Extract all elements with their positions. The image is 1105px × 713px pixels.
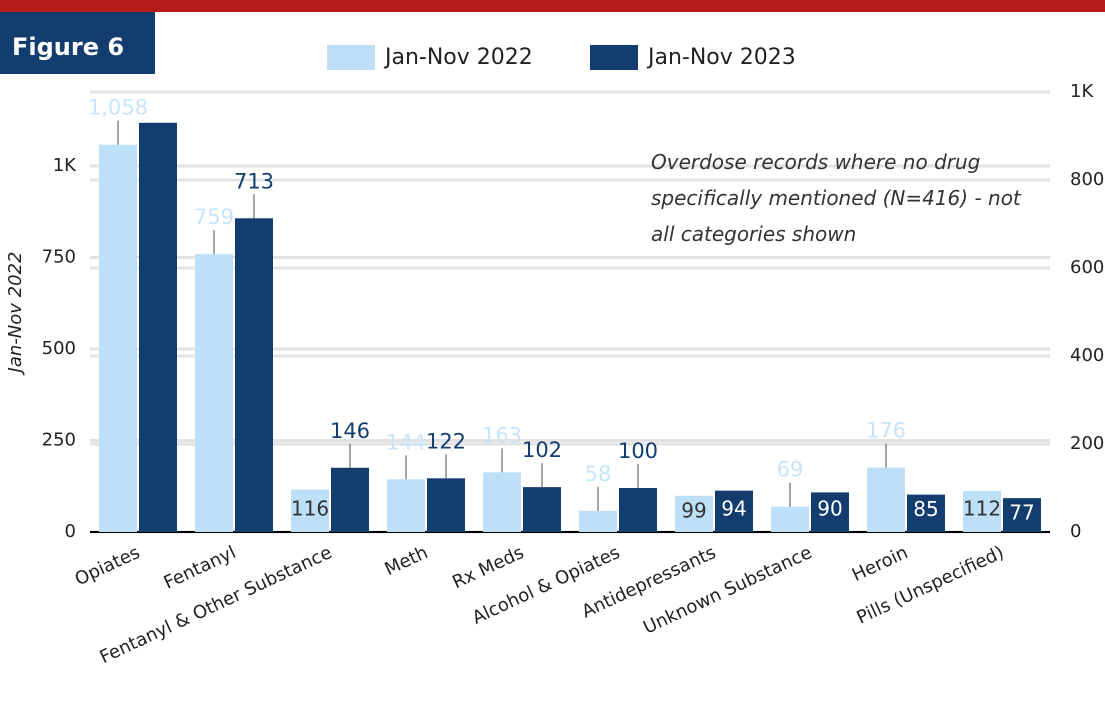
value-label: 90: [817, 497, 842, 521]
value-label: 759: [194, 205, 234, 229]
value-label: 94: [721, 497, 746, 521]
bar: [715, 490, 753, 532]
y2-tick-label: 200: [1070, 433, 1104, 454]
bar: [235, 218, 273, 532]
bar: [619, 488, 657, 532]
value-label: 99: [681, 498, 706, 522]
y-tick-label: 250: [42, 429, 76, 450]
value-label: 122: [426, 429, 466, 453]
figure-box: [0, 12, 155, 74]
bar: [811, 492, 849, 532]
value-label: 163: [482, 423, 522, 447]
value-label: 116: [291, 497, 329, 521]
legend-swatch: [327, 45, 375, 70]
y-tick-label: 500: [42, 338, 76, 359]
value-label: 100: [618, 439, 658, 463]
y-tick-label: 0: [65, 521, 76, 542]
x-tick-label: Opiates: [72, 542, 144, 590]
bar: [523, 487, 561, 532]
bar: [867, 467, 905, 532]
bar: [963, 491, 1001, 532]
y2-tick-label: 0: [1070, 521, 1081, 542]
x-tick-label: Heroin: [849, 542, 911, 586]
legend-swatch: [590, 45, 638, 70]
legend-label: Jan-Nov 2023: [646, 45, 796, 70]
x-tick-label: Meth: [381, 542, 431, 580]
bar: [907, 494, 945, 532]
value-label: 102: [522, 438, 562, 462]
value-label: 144: [386, 430, 426, 454]
bar: [195, 254, 233, 532]
y2-tick-label: 1K: [1070, 81, 1094, 102]
bar: [483, 472, 521, 532]
bar: [427, 478, 465, 532]
value-label: 77: [1009, 501, 1034, 525]
y2-tick-label: 800: [1070, 169, 1104, 190]
bar: [331, 467, 369, 532]
bar: [387, 479, 425, 532]
annotation: Overdose records where no drug specifica…: [651, 150, 1021, 246]
y-tick-label: 1K: [53, 155, 77, 176]
value-label: 146: [330, 419, 370, 443]
bar: [1003, 498, 1041, 532]
bar: [675, 495, 713, 532]
value-label: 85: [913, 497, 938, 521]
value-label: 713: [234, 169, 274, 193]
top-band: [0, 0, 1105, 12]
value-label: 176: [866, 419, 906, 443]
bar: [99, 144, 137, 532]
x-tick-label: Rx Meds: [449, 542, 527, 593]
x-tick-label: Fentanyl: [161, 542, 240, 594]
value-label: 1,058: [88, 96, 148, 120]
y-axis-label: Jan-Nov 2022: [5, 252, 26, 376]
value-label: 112: [963, 497, 1001, 521]
bar: [579, 510, 617, 532]
y2-tick-label: 600: [1070, 257, 1104, 278]
legend-label: Jan-Nov 2022: [383, 45, 533, 70]
figure-label: Figure 6: [12, 33, 124, 61]
value-label: 58: [585, 462, 612, 486]
value-label: 69: [777, 458, 804, 482]
bar: [139, 122, 177, 533]
bar: [291, 489, 329, 532]
bar: [771, 506, 809, 532]
x-tick-label: Unknown Substance: [640, 542, 815, 639]
y-tick-label: 750: [42, 246, 76, 267]
y2-tick-label: 400: [1070, 345, 1104, 366]
